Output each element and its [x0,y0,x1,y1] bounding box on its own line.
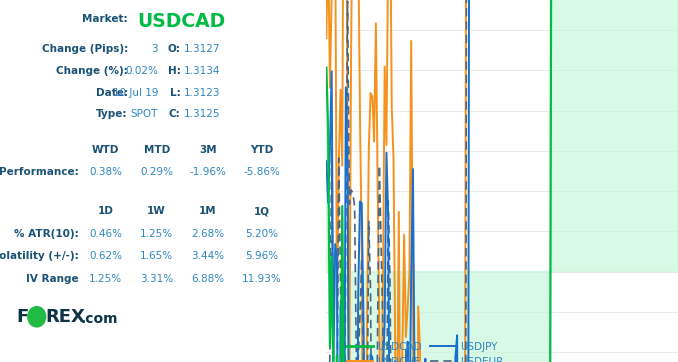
Text: MTD: MTD [144,145,170,155]
Text: USDCAD: USDCAD [138,12,226,30]
Text: 1Q: 1Q [254,206,270,216]
Text: 1.3134: 1.3134 [184,66,220,76]
Text: 3.31%: 3.31% [140,274,173,284]
Text: -5.86%: -5.86% [243,167,281,177]
Text: 1.3123: 1.3123 [184,88,220,98]
Text: 11.93%: 11.93% [242,274,282,284]
Text: 1D: 1D [98,206,113,216]
Text: 0.38%: 0.38% [89,167,122,177]
Text: 1.3125: 1.3125 [184,109,220,119]
Text: 1W: 1W [147,206,166,216]
Text: -1.96%: -1.96% [189,167,226,177]
Text: H:: H: [167,66,180,76]
Text: 0.62%: 0.62% [89,251,122,261]
Text: Performance:: Performance: [0,167,79,177]
Text: WTD: WTD [92,145,119,155]
Text: 0.29%: 0.29% [140,167,173,177]
Text: SPOT: SPOT [131,109,158,119]
Text: IV Range: IV Range [26,274,79,284]
Text: 2.68%: 2.68% [191,229,224,239]
Text: 0.46%: 0.46% [89,229,122,239]
Text: 1.65%: 1.65% [140,251,173,261]
Text: Implied Volatility (+/-):: Implied Volatility (+/-): [0,251,79,261]
Text: 0.02%: 0.02% [125,66,158,76]
Text: 5.96%: 5.96% [245,251,279,261]
Circle shape [28,307,45,327]
Text: O:: O: [167,44,180,54]
Text: 6.88%: 6.88% [191,274,224,284]
Text: 1M: 1M [199,206,216,216]
Text: 3.44%: 3.44% [191,251,224,261]
Text: 3M: 3M [199,145,216,155]
Text: .com: .com [81,312,118,326]
Text: REX: REX [45,308,85,326]
Text: 10 Jul 19: 10 Jul 19 [113,88,158,98]
Text: 3: 3 [152,44,158,54]
Text: Date:: Date: [96,88,128,98]
Text: % ATR(10):: % ATR(10): [14,229,79,239]
Text: F: F [16,308,28,326]
Text: Change (%):: Change (%): [56,66,128,76]
Text: Change (Pips):: Change (Pips): [41,44,128,54]
Text: 1.25%: 1.25% [89,274,122,284]
Text: C:: C: [169,109,180,119]
Text: Type:: Type: [96,109,128,119]
Text: Market:: Market: [82,14,128,25]
Text: 5.20%: 5.20% [245,229,279,239]
Text: 1.3127: 1.3127 [184,44,220,54]
Text: L:: L: [170,88,180,98]
Legend: USDCAD, USDCHF, USDJPY, USDEUR: USDCAD, USDCHF, USDJPY, USDEUR [342,338,507,362]
Text: 1.25%: 1.25% [140,229,173,239]
Text: YTD: YTD [250,145,274,155]
Text: $: $ [33,312,40,322]
